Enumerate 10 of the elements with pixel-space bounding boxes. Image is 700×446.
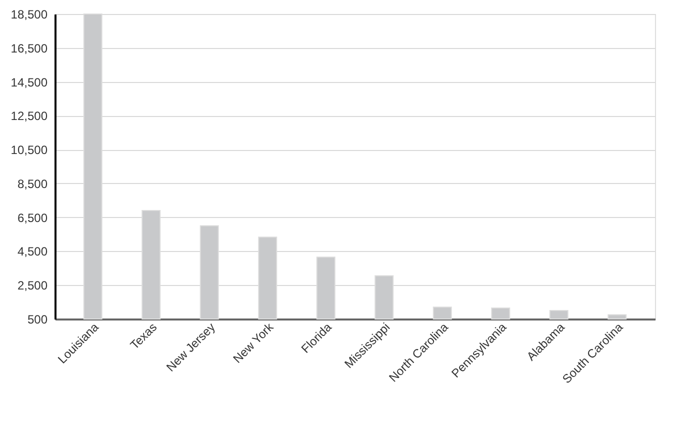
y-tick-label: 8,500 — [17, 176, 48, 191]
y-tick-label: 4,500 — [17, 244, 48, 259]
y-tick-label: 10,500 — [10, 143, 48, 158]
y-tick-label: 12,500 — [10, 109, 48, 124]
y-tick-label: 18,500 — [10, 8, 48, 22]
y-tick-label: 2,500 — [17, 278, 48, 293]
y-tick-label: 6,500 — [17, 210, 48, 225]
y-tick-label: 500 — [27, 312, 48, 326]
y-tick-label: 16,500 — [10, 41, 48, 56]
y-tick-label: 14,500 — [10, 75, 48, 90]
